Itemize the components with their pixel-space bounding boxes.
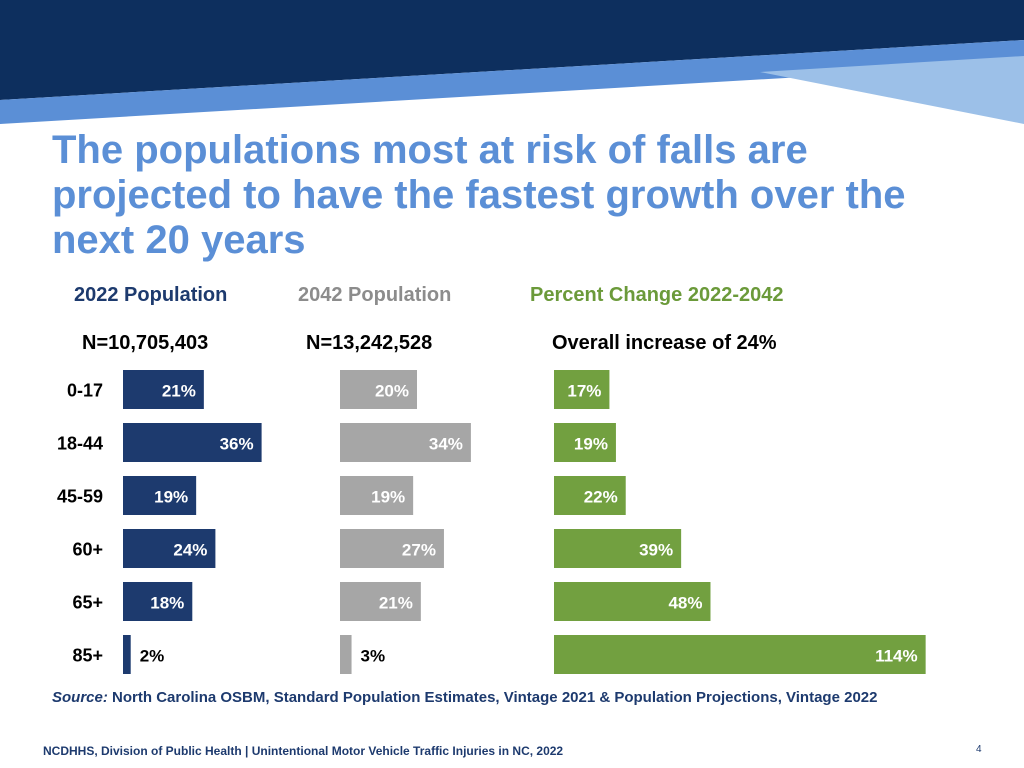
bar-s2-5 — [554, 635, 926, 674]
bar-s1-5 — [340, 635, 352, 674]
bar-s1-2 — [340, 476, 414, 515]
source-text: North Carolina OSBM, Standard Population… — [112, 689, 878, 706]
col-overall-increase: Overall increase of 24% — [552, 332, 777, 354]
data-label-s1-1: 34% — [429, 435, 463, 454]
data-label-s0-5: 2% — [140, 647, 165, 666]
data-label-s1-5: 3% — [361, 647, 386, 666]
data-label-s2-5: 114% — [875, 647, 918, 666]
banner-mid-band — [0, 40, 1024, 124]
category-label-18-44: 18-44 — [57, 434, 103, 454]
banner-light-band — [760, 56, 1024, 124]
col-heading-2022: 2022 Population — [74, 284, 228, 306]
col-n-2022: N=10,705,403 — [82, 332, 209, 354]
bar-s1-4 — [340, 582, 421, 621]
bar-s2-0 — [554, 370, 610, 409]
data-label-s2-4: 48% — [668, 594, 702, 613]
data-label-s1-0: 20% — [375, 382, 409, 401]
source-note: Source: North Carolina OSBM, Standard Po… — [52, 688, 932, 708]
bar-s1-3 — [340, 529, 444, 568]
col-n-2042: N=13,242,528 — [306, 332, 433, 354]
col-heading-percent-change: Percent Change 2022-2042 — [530, 284, 784, 306]
data-label-s0-0: 21% — [162, 382, 196, 401]
category-label-0-17: 0-17 — [67, 381, 103, 401]
bar-s0-5 — [123, 635, 131, 674]
bar-s2-2 — [554, 476, 626, 515]
bar-s2-3 — [554, 529, 682, 568]
bar-s0-1 — [123, 423, 262, 462]
bar-s1-0 — [340, 370, 417, 409]
bar-s0-2 — [123, 476, 197, 515]
bar-s0-4 — [123, 582, 193, 621]
data-label-s2-3: 39% — [639, 541, 673, 560]
category-label-85+: 85+ — [72, 646, 103, 666]
bar-s0-3 — [123, 529, 216, 568]
data-label-s2-1: 19% — [574, 435, 608, 454]
footer-text: NCDHHS, Division of Public Health | Unin… — [43, 744, 564, 758]
col-heading-2042: 2042 Population — [298, 284, 452, 306]
data-label-s2-0: 17% — [567, 382, 601, 401]
data-label-s1-3: 27% — [402, 541, 436, 560]
population-bar-chart: 0-17 18-44 45-59 60+ 65+ 85+ 21% 36% 19% 24% 18% 2%… — [57, 370, 926, 674]
data-label-s0-2: 19% — [154, 488, 188, 507]
header-banner — [0, 0, 1024, 130]
category-label-45-59: 45-59 — [57, 487, 103, 507]
data-label-s1-2: 19% — [371, 488, 405, 507]
data-label-s0-1: 36% — [220, 435, 254, 454]
category-label-60+: 60+ — [72, 540, 103, 560]
data-label-s1-4: 21% — [379, 594, 413, 613]
page-number: 4 — [976, 744, 982, 755]
category-label-65+: 65+ — [72, 593, 103, 613]
bar-s2-4 — [554, 582, 711, 621]
bar-s2-1 — [554, 423, 616, 462]
data-label-s0-4: 18% — [150, 594, 184, 613]
bar-s1-1 — [340, 423, 471, 462]
data-label-s2-2: 22% — [584, 488, 618, 507]
bar-s0-0 — [123, 370, 204, 409]
slide-title: The populations most at risk of falls ar… — [52, 128, 906, 262]
banner-dark-band — [0, 0, 1024, 100]
source-label: Source: — [52, 689, 108, 706]
data-label-s0-3: 24% — [173, 541, 207, 560]
